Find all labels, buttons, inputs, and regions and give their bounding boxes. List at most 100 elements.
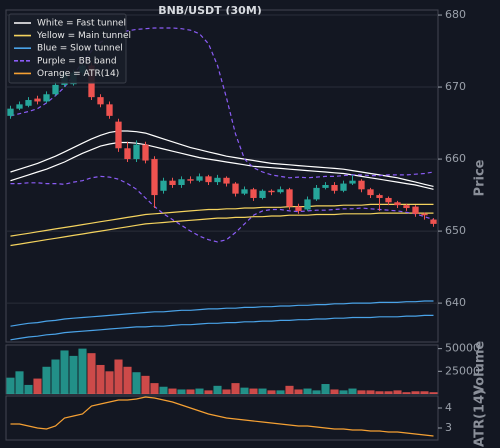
candle-body <box>340 183 347 191</box>
volume-bar <box>195 388 204 394</box>
y-axis-label: ATR(14) <box>473 389 488 447</box>
candle-body <box>106 104 113 116</box>
volume-bar <box>51 359 60 394</box>
plot-area: 640 650 660 670 680 25000 50000 3 4 <box>6 8 480 437</box>
volume-bar <box>222 389 231 394</box>
legend-label: White = Fast tunnel <box>37 19 126 29</box>
candle-body <box>403 205 410 209</box>
candle-body <box>331 185 338 191</box>
y-tick-label: 25000 <box>445 364 480 377</box>
candle-body <box>421 213 428 216</box>
candle-body <box>286 189 293 207</box>
y-tick-label: 670 <box>445 80 466 93</box>
candle-body <box>187 179 194 181</box>
legend-label: Orange = ATR(14) <box>37 69 119 79</box>
candle-body <box>124 148 131 160</box>
candle-body <box>394 202 401 206</box>
overlay-line <box>10 212 434 247</box>
candle-body <box>205 176 212 183</box>
candle-body <box>178 179 185 186</box>
price-panel <box>5 9 439 343</box>
volume-bar <box>213 385 222 394</box>
volume-bar <box>177 389 186 394</box>
volume-bar <box>276 390 285 394</box>
legend-box <box>8 13 127 84</box>
volume-bar <box>294 389 303 394</box>
volume-bar <box>105 371 114 394</box>
volume-bar <box>159 386 168 394</box>
volume-bar <box>285 385 294 394</box>
volume-bar <box>6 377 15 394</box>
volume-bar <box>141 375 150 394</box>
candle-body <box>7 108 14 116</box>
volume-bar <box>96 364 105 394</box>
overlay-line <box>10 203 434 237</box>
volume-bar <box>393 390 402 394</box>
overlay-line <box>10 130 434 187</box>
y-axis-label: Volume <box>473 341 488 396</box>
candle-body <box>169 180 176 186</box>
volume-bar <box>339 390 348 394</box>
legend-label: Purple = BB band <box>37 56 117 66</box>
y-tick-label: 3 <box>445 421 452 434</box>
legend-label: Yellow = Main tunnel <box>36 31 131 41</box>
candle-body <box>349 180 356 184</box>
volume-bar <box>87 353 96 394</box>
y-tick-label: 50000 <box>445 342 480 355</box>
volume-bar <box>186 389 195 394</box>
y-tick-label: 680 <box>445 8 466 21</box>
y-tick-label: 640 <box>445 296 466 309</box>
volume-bar <box>114 359 123 394</box>
volume-bar <box>69 355 78 394</box>
volume-bar <box>375 391 384 394</box>
candle-body <box>52 84 59 95</box>
volume-bar <box>33 378 42 394</box>
volume-bar <box>15 371 24 394</box>
overlay-line <box>10 175 434 243</box>
candle-body <box>277 189 284 193</box>
candle-body <box>430 219 437 224</box>
candle-body <box>358 180 365 190</box>
volume-bar <box>420 391 429 394</box>
overlay-line <box>10 27 434 179</box>
candle-body <box>304 199 311 210</box>
candle-body <box>412 206 419 214</box>
volume-bar <box>330 389 339 394</box>
volume-bar <box>24 384 33 394</box>
overlay-line <box>10 300 434 327</box>
volume-bar <box>132 372 141 394</box>
candle-body <box>25 100 32 106</box>
candle-body <box>295 206 302 211</box>
legend: White = Fast tunnel Yellow = Main tunnel B… <box>8 13 131 84</box>
y-tick-label: 660 <box>445 152 466 165</box>
candle-body <box>214 177 221 183</box>
candle-body <box>160 180 167 191</box>
candle-body <box>43 94 50 102</box>
volume-bar <box>258 388 267 394</box>
volume-panel <box>5 344 439 395</box>
candle-body <box>241 189 248 194</box>
volume-bar <box>303 388 312 394</box>
volume-bar <box>240 387 249 394</box>
volume-bar <box>150 383 159 394</box>
chart-title: BNB/USDT (30M) <box>158 4 262 17</box>
candle-body <box>250 189 257 198</box>
volume-bar <box>78 348 87 394</box>
legend-label: Blue = Slow tunnel <box>37 44 123 54</box>
candle-body <box>268 190 275 193</box>
candle-body <box>376 195 383 198</box>
candle-body <box>223 177 230 184</box>
overlay-line <box>10 141 434 190</box>
candle-body <box>34 98 41 102</box>
candle-body <box>97 97 104 105</box>
overlay-line <box>10 314 434 341</box>
volume-bar <box>123 366 132 394</box>
volume-bar <box>384 391 393 394</box>
volume-bar <box>249 388 258 394</box>
volume-bar <box>348 388 357 394</box>
candle-body <box>313 187 320 200</box>
volume-bar <box>42 366 51 394</box>
volume-bar <box>60 350 69 394</box>
candle-body <box>232 183 239 194</box>
